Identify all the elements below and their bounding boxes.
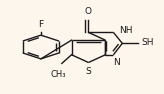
Text: CH₃: CH₃ bbox=[50, 70, 66, 78]
Text: O: O bbox=[85, 7, 92, 16]
Text: F: F bbox=[38, 20, 43, 29]
Text: SH: SH bbox=[141, 38, 154, 47]
Text: N: N bbox=[114, 58, 120, 67]
Text: S: S bbox=[86, 67, 91, 76]
Text: NH: NH bbox=[120, 26, 133, 35]
